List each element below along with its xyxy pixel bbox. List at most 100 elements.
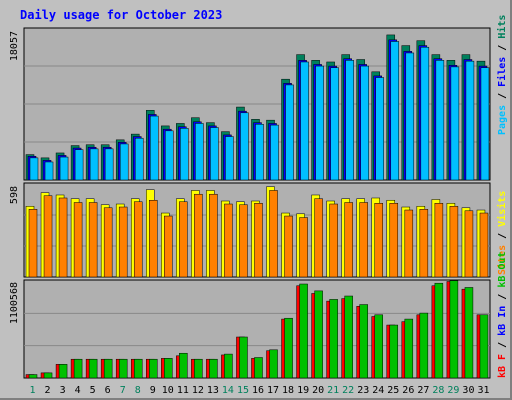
x-tick-label: 8 — [135, 385, 141, 396]
kb-in-bar — [479, 314, 489, 379]
sites-bar — [359, 202, 368, 278]
sites-bar — [58, 197, 68, 278]
x-tick-label: 23 — [357, 385, 369, 396]
pages-bar — [195, 123, 204, 181]
legend-pages: Pages — [497, 105, 508, 135]
x-tick-label: 28 — [432, 385, 444, 396]
legend-sites: Sites — [496, 245, 508, 275]
kb-in-bar — [299, 283, 308, 379]
sites-bar — [284, 215, 293, 278]
kb-in-bar — [449, 280, 459, 379]
kb-in-bar — [284, 317, 293, 379]
legend-sep: / — [497, 39, 508, 57]
sites-bar — [118, 206, 128, 278]
kb-in-bar — [374, 314, 383, 379]
sites-bar — [479, 212, 489, 278]
kb-in-bar — [239, 336, 248, 379]
sites-bar — [28, 209, 38, 278]
sites-bar — [374, 203, 383, 278]
pages-bar — [285, 84, 294, 181]
x-tick-label: 14 — [222, 385, 234, 396]
x-tick-label: 11 — [177, 385, 189, 396]
kb-in-bar — [254, 357, 263, 379]
pages-bar — [119, 143, 129, 181]
kb-in-bar — [434, 282, 444, 379]
kb-in-bar — [103, 358, 113, 379]
sites-bar — [88, 202, 98, 278]
kb-in-bar — [58, 364, 68, 379]
x-tick-label: 29 — [447, 385, 459, 396]
x-tick-label: 26 — [402, 385, 414, 396]
pages-bar — [390, 41, 400, 181]
x-tick-label: 21 — [327, 385, 339, 396]
pages-bar — [330, 67, 339, 181]
pages-bar — [180, 128, 189, 181]
x-tick-label: 17 — [267, 385, 279, 396]
x-tick-label: 18 — [282, 385, 294, 396]
pages-bar — [375, 77, 384, 181]
pages-bar — [450, 66, 460, 181]
legend-kb-in: kB In — [497, 306, 508, 336]
pages-bar — [89, 148, 99, 181]
kb-in-bar — [73, 358, 83, 379]
x-tick-label: 19 — [297, 385, 309, 396]
kb-in-bar — [194, 358, 203, 379]
legend-sep: / — [497, 288, 508, 306]
pages-bar — [59, 156, 69, 181]
x-tick-label: 30 — [462, 385, 474, 396]
pages-bar — [435, 60, 445, 181]
sites-bar — [329, 203, 338, 278]
x-tick-label: 2 — [45, 385, 51, 396]
sites-bar — [254, 203, 263, 278]
kb-in-bar — [224, 353, 233, 379]
x-tick-label: 9 — [150, 385, 156, 396]
kb-in-bar — [344, 295, 353, 379]
sites-bar — [164, 215, 173, 278]
pages-bar — [300, 61, 309, 181]
x-tick-label: 1 — [30, 385, 36, 396]
x-tick-label: 24 — [372, 385, 384, 396]
x-tick-label: 27 — [417, 385, 429, 396]
y-axis-max-label: 18057 — [9, 31, 20, 61]
x-tick-label: 5 — [90, 385, 96, 396]
legend: Sites / Visits — [496, 191, 508, 275]
kb-in-bar — [88, 358, 98, 379]
x-tick-label: 10 — [162, 385, 174, 396]
x-tick-label: 20 — [312, 385, 324, 396]
pages-bar — [104, 148, 114, 181]
kb-in-bar — [164, 358, 173, 379]
pages-bar — [480, 67, 490, 181]
pages-bar — [74, 149, 84, 181]
sites-bar — [344, 202, 353, 278]
x-tick-label: 15 — [237, 385, 249, 396]
kb-in-bar — [329, 299, 338, 379]
kb-in-bar — [179, 352, 188, 379]
sites-bar — [389, 203, 399, 278]
sites-bar — [434, 203, 444, 278]
pages-bar — [240, 112, 249, 181]
x-tick-label: 31 — [477, 385, 489, 396]
legend: kB F / kB In / kB Out — [497, 252, 508, 378]
sites-bar — [133, 201, 143, 278]
sites-bar — [73, 202, 83, 278]
legend-files: Files — [496, 57, 508, 87]
x-tick-label: 3 — [60, 385, 66, 396]
x-tick-label: 16 — [252, 385, 264, 396]
sites-bar — [43, 195, 53, 278]
legend-sep: / — [497, 227, 508, 245]
pages-bar — [405, 52, 415, 181]
kb-in-bar — [359, 304, 368, 379]
sites-bar — [299, 217, 308, 278]
pages-bar — [225, 136, 234, 181]
x-tick-label: 6 — [105, 385, 111, 396]
kb-in-bar — [43, 372, 53, 379]
x-tick-label: 22 — [342, 385, 354, 396]
sites-bar — [194, 193, 203, 278]
pages-bar — [345, 60, 354, 181]
kb-in-bar — [209, 358, 218, 379]
x-tick-label: 13 — [207, 385, 219, 396]
kb-in-bar — [404, 318, 414, 379]
x-tick-label: 7 — [120, 385, 126, 396]
